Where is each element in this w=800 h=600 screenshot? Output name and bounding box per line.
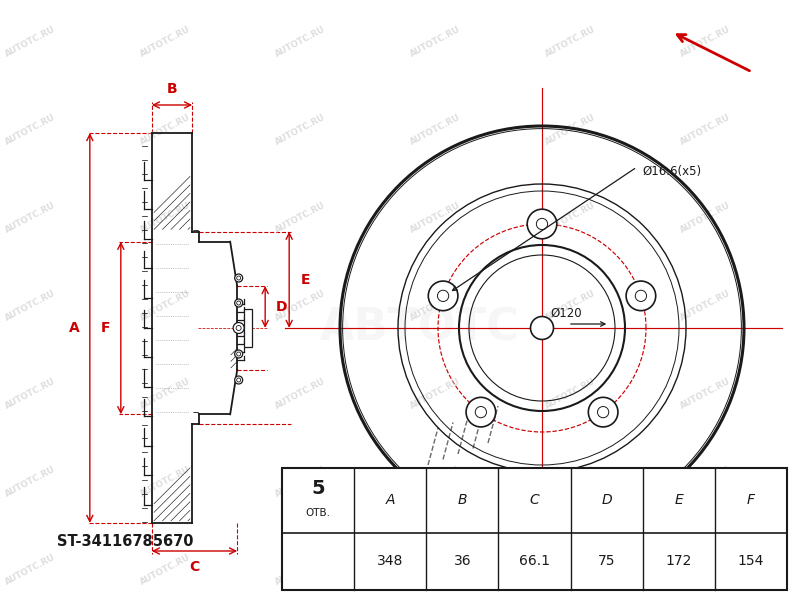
Text: AUTOTC.RU: AUTOTC.RU — [3, 465, 57, 499]
Text: D: D — [602, 493, 612, 508]
Text: 66.1: 66.1 — [519, 554, 550, 568]
Circle shape — [234, 299, 242, 307]
Text: AUTOTC.RU: AUTOTC.RU — [138, 465, 192, 499]
Text: AUTOTC.RU: AUTOTC.RU — [3, 377, 57, 411]
Text: AUTOTC.RU: AUTOTC.RU — [408, 113, 462, 147]
Text: E: E — [301, 273, 310, 287]
Text: AUTOTC.RU: AUTOTC.RU — [138, 553, 192, 587]
Text: AUTOTC.RU: AUTOTC.RU — [543, 465, 597, 499]
Circle shape — [588, 397, 618, 427]
Text: 5: 5 — [311, 479, 325, 498]
Text: ОТВ.: ОТВ. — [306, 508, 330, 518]
Text: A: A — [69, 321, 79, 335]
Text: C: C — [190, 560, 200, 574]
Text: AUTOTC.RU: AUTOTC.RU — [3, 201, 57, 235]
Text: 348: 348 — [377, 554, 403, 568]
Text: 172: 172 — [666, 554, 692, 568]
Text: AUTOTC.RU: AUTOTC.RU — [543, 553, 597, 587]
Text: AUTOTC.RU: AUTOTC.RU — [678, 201, 732, 235]
Text: AUTOTC.RU: AUTOTC.RU — [274, 201, 326, 235]
Text: B: B — [166, 82, 178, 96]
Text: AUTOTC.RU: AUTOTC.RU — [408, 377, 462, 411]
Circle shape — [598, 407, 609, 418]
Text: AUTOTC.RU: AUTOTC.RU — [274, 465, 326, 499]
Text: E: E — [674, 493, 683, 508]
Text: F: F — [747, 493, 755, 508]
Text: F: F — [101, 321, 110, 335]
Text: D: D — [275, 300, 287, 314]
Text: Ø16.6(x5): Ø16.6(x5) — [642, 166, 701, 179]
Text: AUTOTC.RU: AUTOTC.RU — [138, 113, 192, 147]
Text: ST-34116785670: ST-34116785670 — [57, 535, 194, 550]
Text: AUTOTC.RU: AUTOTC.RU — [408, 25, 462, 59]
Text: B: B — [458, 493, 467, 508]
Text: AUTOTC.RU: AUTOTC.RU — [408, 289, 462, 323]
Text: AUTOTC.RU: AUTOTC.RU — [274, 553, 326, 587]
Text: A: A — [386, 493, 395, 508]
Circle shape — [233, 323, 244, 334]
Circle shape — [438, 290, 449, 301]
Circle shape — [530, 317, 554, 340]
Text: АВТОТС: АВТОТС — [320, 307, 520, 349]
Text: AUTOTC.RU: AUTOTC.RU — [3, 553, 57, 587]
Circle shape — [428, 281, 458, 311]
Text: AUTOTC.RU: AUTOTC.RU — [678, 553, 732, 587]
Text: AUTOTC.RU: AUTOTC.RU — [408, 465, 462, 499]
Text: AUTOTC.RU: AUTOTC.RU — [274, 377, 326, 411]
Text: AUTOTC.RU: AUTOTC.RU — [543, 113, 597, 147]
Text: AUTOTC.RU: AUTOTC.RU — [138, 25, 192, 59]
Circle shape — [527, 209, 557, 239]
Circle shape — [234, 376, 242, 384]
Circle shape — [635, 290, 646, 301]
Text: AUTOTC.RU: AUTOTC.RU — [678, 289, 732, 323]
Bar — [244, 310, 252, 347]
Text: AUTOTC.RU: AUTOTC.RU — [678, 25, 732, 59]
Text: AUTOTC.RU: AUTOTC.RU — [3, 289, 57, 323]
Circle shape — [234, 274, 242, 282]
Circle shape — [536, 218, 548, 230]
Text: AUTOTC.RU: AUTOTC.RU — [678, 113, 732, 147]
Circle shape — [626, 281, 656, 311]
Text: 154: 154 — [738, 554, 764, 568]
Text: AUTOTC.RU: AUTOTC.RU — [3, 113, 57, 147]
Text: AUTOTC.RU: AUTOTC.RU — [3, 25, 57, 59]
Text: AUTOTC.RU: AUTOTC.RU — [543, 377, 597, 411]
Text: AUTOTC.RU: AUTOTC.RU — [408, 553, 462, 587]
Text: AUTOTC.RU: AUTOTC.RU — [543, 201, 597, 235]
Text: AUTOTC.RU: AUTOTC.RU — [543, 25, 597, 59]
Text: 75: 75 — [598, 554, 615, 568]
Circle shape — [475, 407, 486, 418]
Text: AUTOTC.RU: AUTOTC.RU — [274, 113, 326, 147]
Text: C: C — [530, 493, 539, 508]
Text: AUTOTC.RU: AUTOTC.RU — [138, 377, 192, 411]
Text: AUTOTC.RU: AUTOTC.RU — [543, 289, 597, 323]
Bar — [282, 468, 787, 590]
Text: AUTOTC.RU: AUTOTC.RU — [678, 377, 732, 411]
Bar — [282, 468, 787, 590]
Circle shape — [234, 325, 242, 333]
Circle shape — [234, 350, 242, 358]
Circle shape — [466, 397, 496, 427]
Text: AUTOTC.RU: AUTOTC.RU — [274, 25, 326, 59]
Text: Ø120: Ø120 — [550, 307, 582, 320]
Text: AUTOTC.RU: AUTOTC.RU — [408, 201, 462, 235]
Text: AUTOTC.RU: AUTOTC.RU — [138, 289, 192, 323]
Text: AUTOTC.RU: AUTOTC.RU — [678, 465, 732, 499]
Text: AUTOTC.RU: AUTOTC.RU — [138, 201, 192, 235]
Text: 36: 36 — [454, 554, 471, 568]
Text: AUTOTC.RU: AUTOTC.RU — [274, 289, 326, 323]
